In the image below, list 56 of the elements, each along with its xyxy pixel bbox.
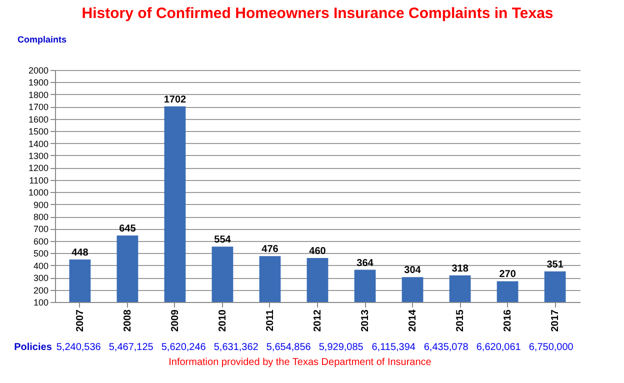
y-tick-label: 700 — [33, 224, 48, 234]
y-tick-label: 2000 — [28, 66, 48, 76]
data-label: 554 — [214, 234, 232, 246]
chart-title: History of Confirmed Homeowners Insurance Complaints in Texas — [82, 5, 554, 22]
data-label: 270 — [499, 269, 516, 280]
text: Information provided by the Texas Department of Insurance — [0, 356, 600, 370]
y-tick-label: 1900 — [28, 78, 48, 88]
y-tick-label: 300 — [33, 273, 48, 284]
y-tick-label: 600 — [33, 236, 48, 246]
y-tick-label: 1800 — [28, 90, 48, 100]
data-label: 460 — [309, 246, 326, 258]
y-tick-label: 200 — [33, 285, 48, 296]
x-tick-label: 2017 — [550, 309, 562, 332]
y-tick-label: 1300 — [28, 150, 48, 161]
x-tick-label: 2011 — [264, 309, 276, 332]
y-tick-label: 100 — [33, 298, 48, 308]
y-tick-label: 1500 — [28, 126, 48, 137]
text: 5,240,536 — [56, 342, 102, 353]
text: 6,435,078 — [424, 342, 469, 353]
x-tick-label: 2016 — [502, 309, 514, 332]
text: Policies — [14, 342, 52, 353]
x-tick-label: 2007 — [74, 309, 86, 332]
x-tick-label: 2015 — [455, 309, 466, 332]
text: 5,654,856 — [266, 342, 312, 353]
y-tick-label: 1600 — [28, 114, 48, 124]
text: 5,467,125 — [108, 342, 154, 353]
data-label: 1702 — [164, 94, 187, 106]
y-tick-label: 1100 — [29, 175, 48, 186]
y-tick-label: 800 — [33, 212, 48, 222]
text: 5,620,246 — [161, 342, 206, 353]
x-tick-label: 2013 — [360, 309, 372, 332]
data-label: 448 — [72, 248, 89, 259]
text: 6,115,394 — [372, 342, 416, 353]
x-tick-label: 2009 — [170, 309, 181, 332]
data-label: 364 — [356, 258, 374, 269]
data-label: 645 — [119, 223, 136, 234]
data-label: 351 — [546, 259, 564, 270]
y-tick-label: 400 — [33, 260, 48, 271]
text: 6,620,061 — [476, 342, 522, 353]
y-axis-title: Complaints — [18, 34, 67, 44]
y-tick-label: 500 — [33, 248, 48, 259]
y-tick-label: 1700 — [28, 102, 48, 112]
x-tick-label: 2012 — [312, 309, 324, 332]
y-tick-label: 1000 — [28, 188, 48, 198]
x-tick-label: 2014 — [408, 309, 419, 332]
text: 5,929,085 — [318, 342, 364, 353]
text: 6,750,000 — [528, 342, 574, 353]
data-label: 304 — [404, 265, 422, 276]
data-label: 318 — [452, 263, 469, 274]
text: 5,631,362 — [214, 342, 259, 353]
x-tick-label: 2010 — [217, 309, 228, 332]
data-label: 476 — [262, 244, 279, 256]
y-tick-label: 1200 — [28, 163, 48, 174]
y-tick-label: 900 — [33, 200, 48, 210]
y-tick-label: 1400 — [28, 138, 48, 149]
x-tick-label: 2008 — [122, 309, 134, 332]
